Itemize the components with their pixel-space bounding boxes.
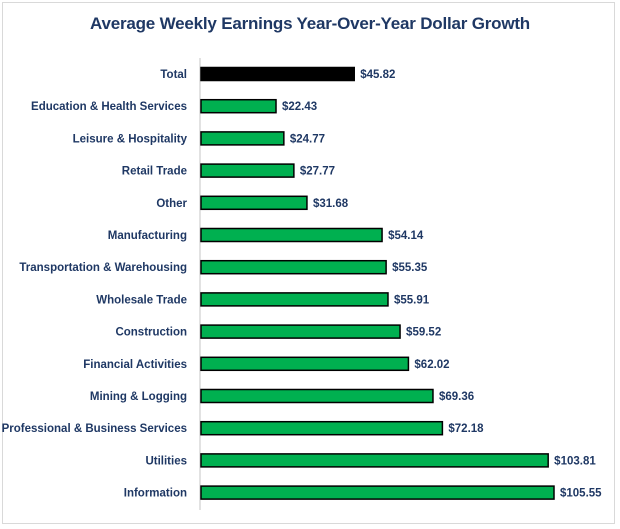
bar [200,485,555,500]
data-label: $69.36 [439,391,474,403]
bar [200,163,295,178]
category-label: Wholesale Trade [96,294,187,306]
bar [200,98,277,114]
bar-total [200,66,355,82]
bar [200,292,389,307]
data-label: $31.68 [313,198,349,210]
category-label: Other [156,198,187,210]
data-label: $62.02 [414,359,449,371]
data-label: $22.43 [282,101,317,113]
category-label: Construction [115,327,187,339]
chart-title: Average Weekly Earnings Year-Over-Year D… [90,14,530,33]
data-label: $27.77 [300,166,335,178]
data-label: $45.82 [360,69,395,81]
category-label: Information [124,488,187,500]
category-label: Retail Trade [122,166,187,178]
bar [200,388,434,404]
category-label: Utilities [145,455,187,467]
bar [200,420,444,436]
data-label: $24.77 [290,133,325,145]
category-label: Total [160,69,187,81]
category-label: Mining & Logging [90,391,187,403]
bar [200,453,549,468]
data-label: $55.35 [392,262,428,274]
bar [200,259,387,275]
category-label: Leisure & Hospitality [73,133,188,145]
bar [200,356,410,372]
bar [200,324,401,339]
category-label: Professional & Business Services [2,423,187,435]
category-label: Education & Health Services [31,101,187,113]
data-label: $54.14 [388,230,424,242]
data-label: $72.18 [448,423,484,435]
chart-frame [2,2,615,524]
bar [200,195,308,211]
bar [200,131,285,146]
data-label: $103.81 [554,455,596,467]
bar [200,227,383,243]
data-label: $55.91 [394,294,430,306]
data-label: $105.55 [560,488,602,500]
category-label: Transportation & Warehousing [19,262,187,274]
category-label: Manufacturing [108,230,187,242]
category-label: Financial Activities [83,359,187,371]
data-label: $59.52 [406,327,441,339]
